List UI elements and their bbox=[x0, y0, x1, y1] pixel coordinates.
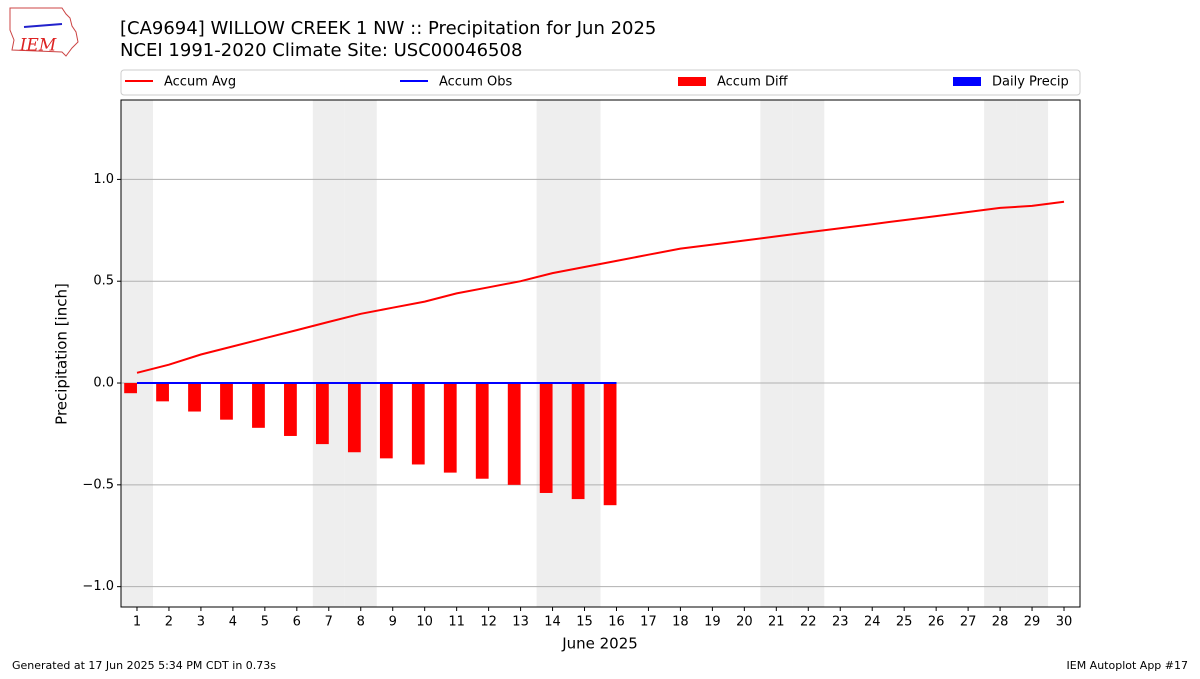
bar bbox=[252, 383, 265, 428]
x-tick-label: 19 bbox=[704, 615, 721, 630]
footer-left: Generated at 17 Jun 2025 5:34 PM CDT in … bbox=[12, 659, 276, 672]
x-tick-label: 21 bbox=[768, 615, 785, 630]
x-tick-label: 15 bbox=[576, 615, 593, 630]
x-tick-label: 24 bbox=[864, 615, 881, 630]
weekend-band bbox=[760, 100, 793, 607]
x-axis-label: June 2025 bbox=[561, 635, 638, 653]
bar bbox=[284, 383, 297, 436]
logo-line bbox=[23, 23, 63, 28]
x-tick-label: 27 bbox=[960, 615, 977, 630]
axes-frame bbox=[120, 99, 1081, 608]
logo: IEM bbox=[9, 7, 79, 57]
x-tick-label: 2 bbox=[165, 615, 173, 630]
weekend-band bbox=[792, 100, 825, 607]
legend-box bbox=[120, 69, 1081, 96]
y-tick-label: 0.5 bbox=[93, 274, 114, 289]
x-tick-label: 12 bbox=[480, 615, 497, 630]
weekend-band bbox=[536, 100, 569, 607]
legend-label: Accum Avg bbox=[164, 75, 236, 90]
x-tick-label: 9 bbox=[389, 615, 397, 630]
logo-text: IEM bbox=[19, 36, 57, 56]
x-tick-label: 29 bbox=[1024, 615, 1041, 630]
legend-label: Accum Diff bbox=[717, 75, 789, 90]
weekend-band bbox=[984, 100, 1017, 607]
y-tick-label: −0.5 bbox=[82, 477, 114, 492]
bar bbox=[220, 383, 233, 420]
legend-label: Daily Precip bbox=[992, 75, 1069, 90]
x-tick-label: 1 bbox=[133, 615, 141, 630]
x-tick-label: 26 bbox=[928, 615, 945, 630]
weekend-band bbox=[1016, 100, 1049, 607]
y-tick-label: −1.0 bbox=[82, 579, 114, 594]
weekend-band bbox=[121, 100, 153, 607]
bar bbox=[539, 383, 553, 493]
x-tick-label: 25 bbox=[896, 615, 913, 630]
logo-outline bbox=[9, 7, 79, 57]
x-tick-label: 3 bbox=[197, 615, 205, 630]
x-tick-label: 8 bbox=[357, 615, 365, 630]
bar bbox=[156, 383, 169, 402]
chart-title: [CA9694] WILLOW CREEK 1 NW :: Precipitat… bbox=[120, 18, 656, 39]
x-tick-label: 14 bbox=[544, 615, 561, 630]
x-tick-label: 5 bbox=[261, 615, 269, 630]
bar bbox=[379, 383, 393, 459]
x-tick-label: 6 bbox=[293, 615, 301, 630]
weekend-band bbox=[344, 100, 377, 607]
bar bbox=[571, 383, 585, 500]
x-tick-label: 22 bbox=[800, 615, 817, 630]
weekend-band bbox=[312, 100, 345, 607]
x-tick-label: 4 bbox=[229, 615, 237, 630]
x-tick-label: 20 bbox=[736, 615, 753, 630]
x-tick-label: 23 bbox=[832, 615, 849, 630]
bar bbox=[315, 383, 329, 445]
bar bbox=[124, 383, 137, 394]
bar bbox=[411, 383, 425, 465]
legend-swatch bbox=[953, 77, 981, 86]
x-tick-label: 28 bbox=[992, 615, 1009, 630]
y-axis-label: Precipitation [inch] bbox=[53, 283, 71, 425]
x-tick-label: 18 bbox=[672, 615, 689, 630]
footer-right: IEM Autoplot App #17 bbox=[1067, 659, 1189, 672]
legend-label: Accum Obs bbox=[439, 75, 512, 90]
x-tick-label: 30 bbox=[1056, 615, 1073, 630]
x-tick-label: 13 bbox=[512, 615, 529, 630]
y-tick-label: 1.0 bbox=[93, 172, 114, 187]
weekend-band bbox=[568, 100, 601, 607]
bar bbox=[443, 383, 457, 473]
x-tick-label: 17 bbox=[640, 615, 657, 630]
x-tick-label: 10 bbox=[416, 615, 433, 630]
bar bbox=[475, 383, 489, 479]
y-tick-label: 0.0 bbox=[93, 376, 114, 391]
x-tick-label: 11 bbox=[448, 615, 465, 630]
x-tick-label: 7 bbox=[325, 615, 333, 630]
legend-swatch bbox=[678, 77, 706, 86]
chart-subtitle: NCEI 1991-2020 Climate Site: USC00046508 bbox=[120, 40, 522, 61]
bar bbox=[188, 383, 201, 412]
bar bbox=[603, 383, 617, 506]
bar bbox=[507, 383, 521, 485]
bar bbox=[347, 383, 361, 453]
line bbox=[136, 200, 1065, 374]
x-tick-label: 16 bbox=[608, 615, 625, 630]
